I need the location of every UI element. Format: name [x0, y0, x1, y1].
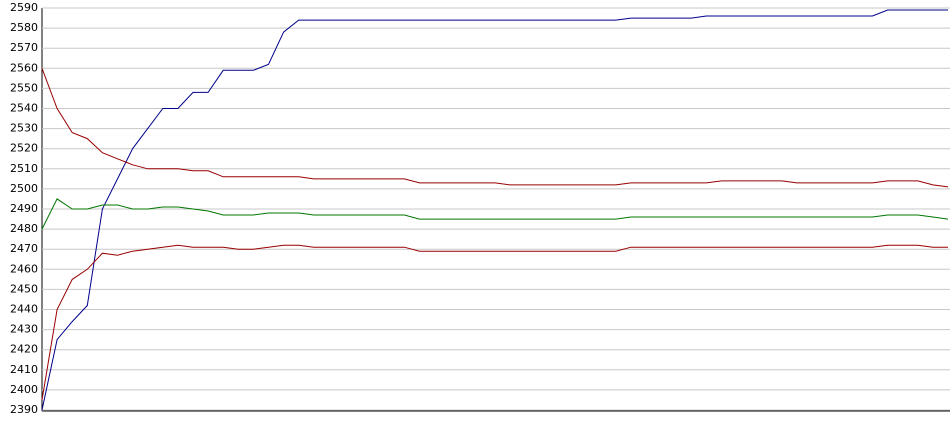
y-tick-label: 2580: [10, 21, 38, 34]
series-line: [41, 198, 949, 230]
y-tick-label: 2440: [10, 303, 38, 316]
y-tick-label: 2550: [10, 81, 38, 94]
series-line: [41, 9, 948, 411]
y-tick-label: 2570: [10, 41, 38, 54]
y-tick-label: 2470: [10, 242, 38, 255]
y-tick-label: 2460: [10, 262, 38, 275]
y-tick-label: 2500: [10, 182, 38, 195]
series-line: [41, 68, 949, 188]
y-tick-label: 2520: [10, 142, 38, 155]
y-tick-label: 2390: [10, 403, 38, 416]
y-tick-label: 2420: [10, 343, 38, 356]
y-tick-label: 2590: [10, 1, 38, 14]
y-tick-label: 2490: [10, 202, 38, 215]
y-tick-label: 2430: [10, 323, 38, 336]
y-tick-label: 2410: [10, 363, 38, 376]
series-line: [41, 244, 948, 400]
y-tick-label: 2510: [10, 162, 38, 175]
y-tick-label: 2530: [10, 122, 38, 135]
y-tick-label: 2560: [10, 61, 38, 74]
y-tick-label: 2480: [10, 222, 38, 235]
y-tick-label: 2540: [10, 102, 38, 115]
y-tick-label: 2400: [10, 383, 38, 396]
y-tick-label: 2450: [10, 282, 38, 295]
